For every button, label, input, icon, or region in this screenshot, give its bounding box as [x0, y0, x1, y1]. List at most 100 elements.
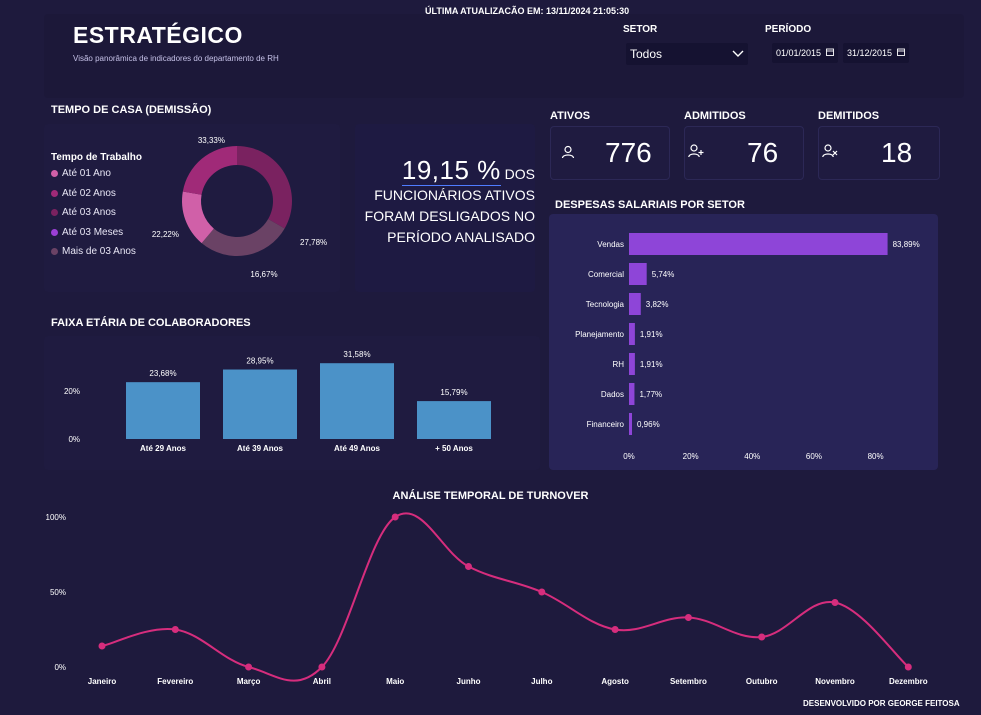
salary-bar-value-label: 1,91% [640, 330, 663, 339]
salary-category-label: Dados [601, 390, 624, 399]
turnover-rate-card [355, 124, 535, 292]
sector-select[interactable]: Todos [626, 43, 748, 65]
legend-dot-icon [51, 189, 58, 197]
turnover-point [318, 663, 326, 671]
last-update-value: 13/11/2024 21:05:30 [546, 6, 630, 17]
age-category-label: Até 39 Anos [237, 444, 283, 453]
salary-category-label: Vendas [597, 240, 624, 249]
kpi-admitidos-label: ADMITIDOS [684, 110, 746, 122]
turnover-point [391, 513, 399, 521]
tenure-legend-label: Até 03 Anos [62, 207, 116, 218]
turnover-month-label: Abril [313, 677, 331, 686]
age-bar-value-label: 31,58% [343, 350, 370, 359]
salary-title: DESPESAS SALARIAIS POR SETOR [555, 199, 745, 211]
salary-xtick-label: 40% [744, 452, 760, 461]
tenure-legend-item[interactable]: Até 02 Anos [51, 188, 116, 199]
donut-slice [201, 218, 285, 256]
turnover-month-label: Janeiro [88, 677, 117, 686]
kpi-ativos-label: ATIVOS [550, 110, 591, 122]
tenure-legend-item[interactable]: Até 03 Anos [51, 207, 116, 218]
salary-bar-value-label: 3,82% [646, 300, 669, 309]
donut-slice [237, 146, 292, 229]
turnover-month-label: Julho [531, 677, 552, 686]
turnover-line [101, 512, 909, 682]
turnover-point [684, 614, 692, 621]
age-bar-value-label: 23,68% [149, 369, 176, 378]
turnover-point [831, 599, 839, 606]
turnover-month-label: Junho [457, 677, 481, 686]
salary-bar [629, 323, 635, 345]
donut-value-label: 22,22% [152, 230, 179, 239]
turnover-month-label: Dezembro [889, 677, 928, 686]
salary-xtick-label: 20% [683, 452, 699, 461]
age-ytick-label: 20% [64, 387, 80, 396]
age-ytick-label: 0% [68, 435, 80, 444]
date-start-value: 01/01/2015 [776, 48, 822, 58]
turnover-point [904, 663, 912, 671]
age-bar-value-label: 15,79% [440, 388, 467, 397]
turnover-month-label: Março [237, 677, 261, 686]
chevron-down-icon [732, 47, 744, 61]
page-title: ESTRATÉGICO [73, 22, 243, 48]
salary-xtick-label: 80% [868, 452, 884, 461]
donut-value-label: 16,67% [250, 270, 277, 279]
turnover-month-label: Fevereiro [157, 677, 193, 686]
age-bar [126, 382, 200, 439]
turnover-rate-text: 19,15 % DOS FUNCIONÁRIOS ATIVOS FORAM DE… [360, 155, 535, 248]
turnover-rate-line3: FORAM DESLIGADOS NO [364, 208, 535, 224]
turnover-chart-title: ANÁLISE TEMPORAL DE TURNOVER [392, 490, 589, 502]
date-start-input[interactable]: 01/01/2015 [772, 43, 838, 63]
age-bar-value-label: 28,95% [246, 357, 273, 366]
turnover-month-label: Setembro [670, 677, 707, 686]
donut-slice [182, 191, 214, 244]
legend-dot-icon [51, 228, 58, 236]
turnover-point [465, 563, 472, 570]
salary-card [549, 214, 938, 470]
user-remove-icon [822, 143, 838, 164]
donut-value-label: 27,78% [300, 238, 327, 247]
turnover-point [98, 642, 106, 650]
legend-dot-icon [51, 248, 58, 255]
period-filter-label: PERÍODO [765, 24, 812, 35]
tenure-legend-label: Até 02 Anos [62, 187, 116, 199]
turnover-point [245, 663, 253, 671]
age-category-label: Até 49 Anos [334, 444, 380, 453]
sector-select-value: Todos [630, 47, 663, 61]
kpi-ativos-value: 776 [605, 137, 652, 168]
tenure-donut-chart: 33,33% 27,78% 16,67% 22,22% [152, 136, 327, 279]
calendar-icon[interactable] [897, 48, 905, 58]
tenure-legend-item[interactable]: Mais de 03 Anos [51, 246, 136, 257]
user-icon [561, 145, 575, 164]
salary-bar [629, 263, 647, 285]
salary-bar [629, 383, 635, 405]
salary-bar [629, 353, 635, 375]
age-category-label: Até 29 Anos [140, 444, 186, 453]
salary-bar-chart: Vendas 83,89% Comercial 5,74% Tecnologia 3,82… [575, 233, 920, 461]
page-subtitle: Visão panorâmica de indicadores do depar… [73, 54, 279, 63]
tenure-legend-item[interactable]: Até 01 Ano [51, 168, 111, 179]
turnover-rate-suffix: DOS [504, 166, 535, 182]
turnover-point [611, 626, 619, 633]
salary-bar [629, 413, 632, 435]
donut-value-label: 33,33% [198, 136, 225, 145]
salary-bar-value-label: 83,89% [893, 240, 920, 249]
age-category-label: + 50 Anos [435, 444, 473, 453]
turnover-rate-line2: FUNCIONÁRIOS ATIVOS [374, 187, 535, 203]
salary-category-label: Comercial [588, 270, 624, 279]
turnover-point [758, 633, 766, 641]
kpi-ativos-card [550, 126, 670, 180]
date-end-input[interactable]: 31/12/2015 [843, 43, 909, 63]
age-bar [320, 363, 394, 439]
kpi-admitidos-card [684, 126, 804, 180]
age-bar [417, 401, 491, 439]
kpi-admitidos-value: 76 [747, 137, 779, 168]
salary-category-label: Financeiro [587, 420, 625, 429]
kpi-demitidos-label: DEMITIDOS [818, 110, 880, 122]
calendar-icon[interactable] [826, 48, 834, 58]
tenure-legend-item[interactable]: Até 03 Meses [51, 227, 123, 238]
turnover-line-chart: 0% 50% 100% Janeiro Fevereiro Março Abril Maio J… [46, 512, 928, 686]
turnover-ytick-label: 0% [54, 663, 66, 672]
age-bar-chart: 20% 0% 23,68% Até 29 Anos 28,95% Até 39 Anos 3… [64, 350, 491, 453]
tenure-legend-title: Tempo de Trabalho [51, 152, 142, 163]
salary-bar-value-label: 0,96% [637, 420, 660, 429]
